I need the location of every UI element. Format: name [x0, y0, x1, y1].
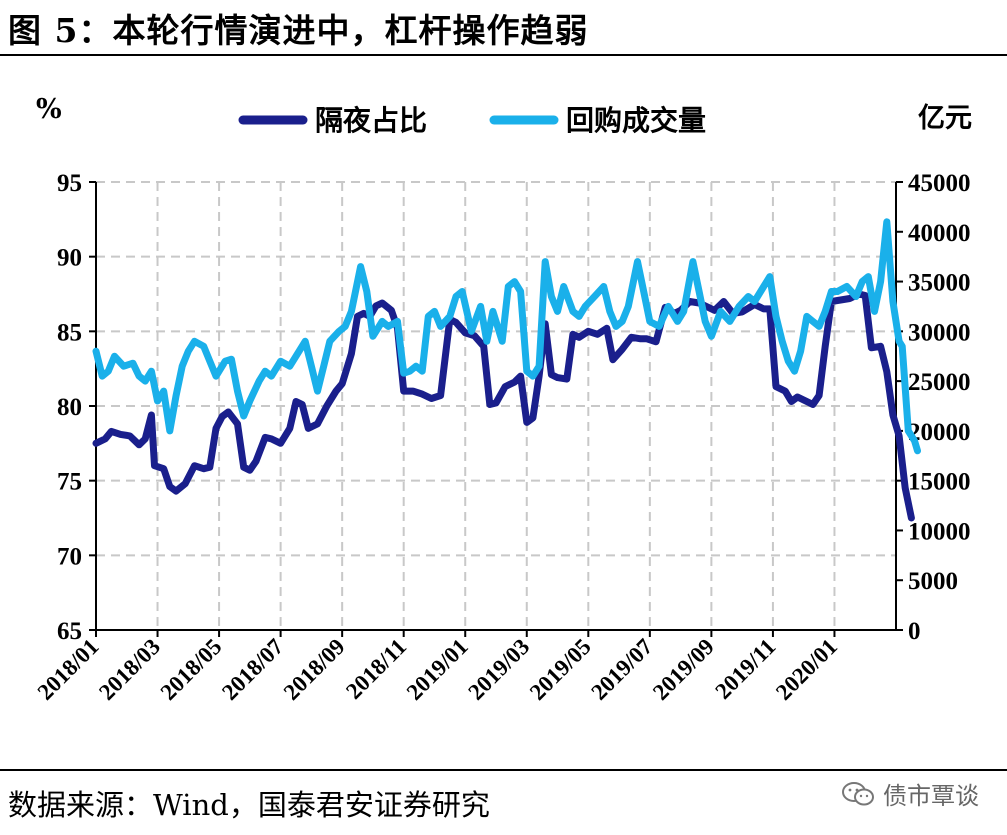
- series-line-repo-volume: [92, 218, 921, 455]
- series-line-overnight-share: [92, 290, 915, 522]
- x-tick-label: 2019/01: [402, 634, 473, 705]
- x-axis-ticks: 2018/012018/032018/052018/072018/092018/…: [33, 630, 842, 705]
- right-tick-label: 15000: [908, 469, 971, 496]
- right-axis-ticks: 45000 40000 35000 30000 25000 20000 15000 10000…: [896, 170, 971, 645]
- x-tick-label: 2018/09: [279, 634, 350, 705]
- x-tick-label: 2019/05: [525, 634, 596, 705]
- left-tick-label: 80: [57, 394, 82, 421]
- left-axis-ticks: 95 90 85 80 75 70 65: [57, 170, 96, 645]
- x-tick-label: 2018/07: [217, 634, 288, 705]
- x-tick-label: 2018/03: [94, 634, 165, 705]
- right-axis-unit: 亿元: [918, 103, 972, 134]
- dual-axis-line-chart: 95 90 85 80 75 70 65 45000 40000 35000 30000 25000…: [33, 94, 972, 705]
- watermark: 债市覃谈: [841, 776, 979, 811]
- x-tick-label: 2020/01: [771, 634, 842, 705]
- right-tick-label: 30000: [908, 319, 971, 346]
- legend: 隔夜占比 回购成交量: [238, 104, 706, 137]
- right-tick-label: 45000: [908, 170, 971, 197]
- left-tick-label: 85: [57, 319, 82, 346]
- x-tick-label: 2019/11: [710, 634, 780, 704]
- series-lines: [92, 218, 921, 522]
- x-tick-label: 2019/07: [586, 634, 657, 705]
- source-note: 数据来源：Wind，国泰君安证券研究: [8, 788, 490, 822]
- right-tick-label: 10000: [908, 518, 971, 545]
- left-tick-label: 70: [57, 543, 82, 570]
- figure-title: 图 5：本轮行情演进中，杠杆操作趋弱: [8, 11, 589, 50]
- gridlines: [96, 181, 896, 630]
- right-tick-label: 20000: [908, 419, 971, 446]
- footer-rule: [0, 769, 1007, 771]
- left-tick-label: 75: [57, 469, 82, 496]
- left-tick-label: 90: [57, 245, 82, 272]
- x-tick-label: 2018/05: [156, 634, 227, 705]
- legend-label-repo-volume: 回购成交量: [566, 104, 706, 137]
- x-tick-label: 2019/09: [648, 634, 719, 705]
- left-tick-label: 65: [57, 618, 82, 645]
- right-tick-label: 40000: [908, 220, 971, 247]
- x-tick-label: 2018/11: [341, 634, 411, 704]
- watermark-text: 债市覃谈: [883, 782, 979, 810]
- left-axis-unit: %: [36, 94, 62, 125]
- right-tick-label: 25000: [908, 369, 971, 396]
- title-rule: [0, 54, 1007, 56]
- right-tick-label: 0: [908, 618, 921, 645]
- x-tick-label: 2019/03: [463, 634, 534, 705]
- legend-label-overnight: 隔夜占比: [315, 104, 427, 137]
- right-tick-label: 35000: [908, 270, 971, 297]
- left-tick-label: 95: [57, 170, 82, 197]
- right-tick-label: 5000: [908, 568, 958, 595]
- wechat-icon: [842, 781, 874, 805]
